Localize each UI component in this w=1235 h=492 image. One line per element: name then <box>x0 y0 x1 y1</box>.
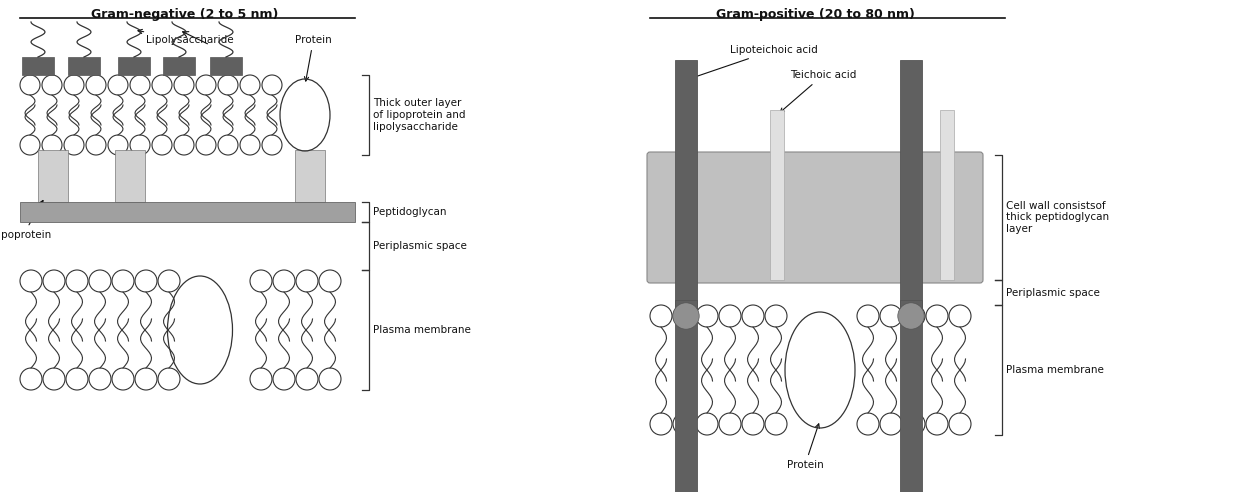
Text: Gram-negative (2 to 5 nm): Gram-negative (2 to 5 nm) <box>91 8 279 21</box>
Bar <box>940 110 953 280</box>
Circle shape <box>898 303 924 329</box>
Bar <box>68 57 100 75</box>
Circle shape <box>673 303 699 329</box>
FancyBboxPatch shape <box>647 152 983 283</box>
Bar <box>38 150 68 202</box>
Bar <box>115 150 144 202</box>
Bar <box>295 150 325 202</box>
Bar <box>676 60 697 310</box>
Text: Periplasmic space: Periplasmic space <box>373 241 467 251</box>
Bar <box>210 57 242 75</box>
Text: Plasma membrane: Plasma membrane <box>1007 365 1104 375</box>
Text: Thick outer layer
of lipoprotein and
lipolysaccharide: Thick outer layer of lipoprotein and lip… <box>373 98 466 131</box>
Bar <box>676 300 697 492</box>
Bar <box>900 60 923 310</box>
Bar <box>163 57 195 75</box>
Text: Plasma membrane: Plasma membrane <box>373 325 471 335</box>
Text: Lipolysaccharide: Lipolysaccharide <box>138 30 233 45</box>
Text: Protein: Protein <box>787 424 824 470</box>
Bar <box>769 110 784 280</box>
Bar <box>119 57 149 75</box>
Text: Periplasmic space: Periplasmic space <box>1007 287 1100 298</box>
Bar <box>900 300 923 492</box>
Text: Cell wall consistsof
thick peptidoglycan
layer: Cell wall consistsof thick peptidoglycan… <box>1007 201 1109 234</box>
Text: Lipoteichoic acid: Lipoteichoic acid <box>690 45 818 79</box>
Text: Teichoic acid: Teichoic acid <box>781 70 856 112</box>
Text: Protein: Protein <box>295 35 332 81</box>
Text: Peptidoglycan: Peptidoglycan <box>373 207 447 217</box>
Bar <box>22 57 54 75</box>
Text: Gram-positive (20 to 80 nm): Gram-positive (20 to 80 nm) <box>715 8 914 21</box>
Text: lipoprotein: lipoprotein <box>0 200 51 240</box>
Bar <box>20 202 354 222</box>
